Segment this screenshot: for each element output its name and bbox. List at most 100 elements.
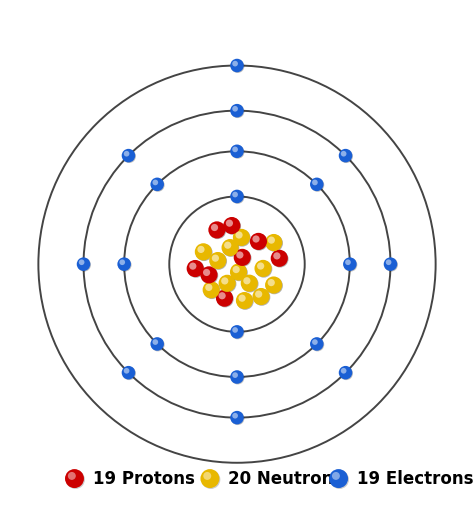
Circle shape xyxy=(268,279,275,286)
Circle shape xyxy=(312,339,318,345)
Circle shape xyxy=(205,284,212,291)
Circle shape xyxy=(251,234,268,251)
Circle shape xyxy=(265,234,283,251)
Circle shape xyxy=(339,149,352,162)
Circle shape xyxy=(266,235,283,252)
Circle shape xyxy=(195,244,213,261)
Circle shape xyxy=(332,472,340,480)
Circle shape xyxy=(212,254,219,262)
Circle shape xyxy=(231,190,245,204)
Circle shape xyxy=(221,239,239,256)
Circle shape xyxy=(236,232,243,239)
Circle shape xyxy=(253,288,270,305)
Circle shape xyxy=(310,177,324,191)
Circle shape xyxy=(311,178,324,192)
Circle shape xyxy=(255,291,262,298)
Circle shape xyxy=(384,257,397,271)
Circle shape xyxy=(236,251,244,258)
Circle shape xyxy=(234,230,251,247)
Circle shape xyxy=(118,257,131,271)
Circle shape xyxy=(230,411,244,424)
Circle shape xyxy=(230,59,244,72)
Circle shape xyxy=(124,151,129,157)
Circle shape xyxy=(231,145,245,159)
Circle shape xyxy=(230,104,244,117)
Circle shape xyxy=(226,220,233,227)
Circle shape xyxy=(233,266,240,273)
Circle shape xyxy=(253,235,260,242)
Circle shape xyxy=(217,290,234,308)
Circle shape xyxy=(343,257,356,271)
Circle shape xyxy=(65,469,84,488)
Text: 19 Electrons: 19 Electrons xyxy=(357,469,474,488)
Circle shape xyxy=(232,413,238,419)
Circle shape xyxy=(230,145,244,158)
Circle shape xyxy=(384,258,398,271)
Circle shape xyxy=(211,224,218,231)
Circle shape xyxy=(150,337,164,351)
Circle shape xyxy=(223,217,240,234)
Circle shape xyxy=(255,260,272,277)
Circle shape xyxy=(232,192,238,197)
Circle shape xyxy=(312,179,318,185)
Circle shape xyxy=(118,258,132,271)
Circle shape xyxy=(201,470,220,489)
Circle shape xyxy=(232,146,238,152)
Circle shape xyxy=(268,236,275,244)
Circle shape xyxy=(234,249,251,266)
Circle shape xyxy=(386,260,392,265)
Circle shape xyxy=(231,371,245,385)
Circle shape xyxy=(122,149,135,162)
Circle shape xyxy=(271,250,288,267)
Circle shape xyxy=(265,277,282,294)
Circle shape xyxy=(230,325,244,339)
Circle shape xyxy=(311,338,324,352)
Circle shape xyxy=(210,253,227,270)
Circle shape xyxy=(339,367,353,380)
Circle shape xyxy=(241,275,258,293)
Circle shape xyxy=(230,190,244,203)
Circle shape xyxy=(119,260,125,265)
Circle shape xyxy=(231,412,245,425)
Circle shape xyxy=(253,288,270,306)
Circle shape xyxy=(243,277,250,284)
Circle shape xyxy=(232,327,238,333)
Circle shape xyxy=(219,275,236,292)
Circle shape xyxy=(341,151,346,157)
Circle shape xyxy=(77,257,90,271)
Circle shape xyxy=(122,367,136,380)
Circle shape xyxy=(266,277,283,294)
Circle shape xyxy=(66,470,85,489)
Circle shape xyxy=(250,233,267,250)
Circle shape xyxy=(209,222,226,239)
Circle shape xyxy=(189,263,196,270)
Circle shape xyxy=(203,472,211,480)
Circle shape xyxy=(222,240,239,257)
Circle shape xyxy=(219,292,226,299)
Circle shape xyxy=(219,276,237,293)
Circle shape xyxy=(150,177,164,191)
Circle shape xyxy=(231,326,245,339)
Circle shape xyxy=(151,338,164,352)
Circle shape xyxy=(255,261,273,278)
Circle shape xyxy=(344,258,357,271)
Circle shape xyxy=(224,241,231,249)
Circle shape xyxy=(68,472,76,480)
Circle shape xyxy=(201,267,218,284)
Circle shape xyxy=(201,266,218,283)
Circle shape xyxy=(232,61,238,67)
Circle shape xyxy=(273,252,281,260)
Circle shape xyxy=(153,339,158,345)
Circle shape xyxy=(238,295,246,302)
Circle shape xyxy=(79,260,84,265)
Circle shape xyxy=(341,368,346,374)
Circle shape xyxy=(203,282,220,299)
Circle shape xyxy=(233,229,250,246)
Text: 20 Neutrons: 20 Neutrons xyxy=(228,469,344,488)
Circle shape xyxy=(122,149,136,163)
Circle shape xyxy=(231,59,245,73)
Circle shape xyxy=(151,178,164,192)
Circle shape xyxy=(329,469,348,488)
Circle shape xyxy=(257,263,264,269)
Circle shape xyxy=(197,246,205,253)
